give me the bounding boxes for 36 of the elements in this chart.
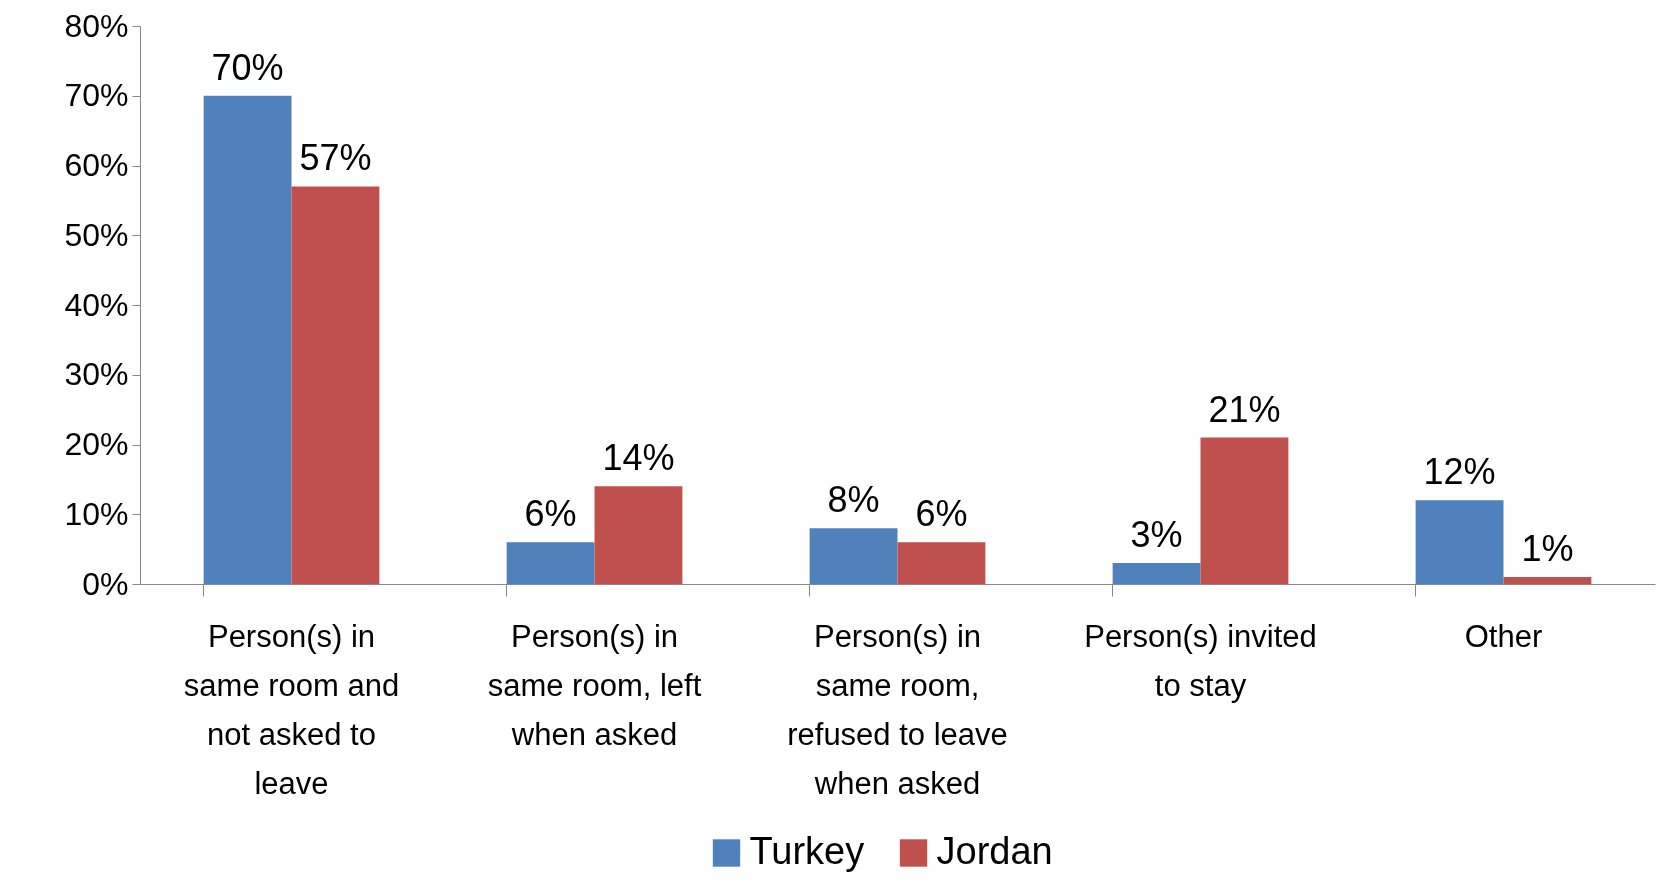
data-label: 12% <box>1423 451 1496 493</box>
bar <box>809 528 898 584</box>
bar <box>1415 500 1504 584</box>
legend-label: Jordan <box>936 830 1053 872</box>
data-label: 1% <box>1521 528 1574 570</box>
x-tick-label: Person(s) in same room, refused to leave when asked <box>787 618 1008 801</box>
y-tick-label: 70% <box>64 77 129 114</box>
data-label: 21% <box>1208 388 1281 430</box>
y-tick-label: 0% <box>82 565 129 602</box>
bar <box>1200 437 1289 584</box>
y-tick-label: 60% <box>64 147 129 183</box>
x-tick-label: Person(s) in same room and not asked to leave <box>183 618 400 801</box>
bar <box>594 486 683 584</box>
x-tick-label: Person(s) invited to stay <box>1084 618 1317 703</box>
data-label: 8% <box>827 479 880 521</box>
y-tick-label: 40% <box>64 286 129 323</box>
bar <box>897 542 986 584</box>
bar <box>291 186 380 584</box>
data-label: 6% <box>524 493 577 535</box>
data-label: 6% <box>915 493 968 535</box>
x-tick-label: Other <box>1464 618 1543 654</box>
bar <box>203 95 292 584</box>
y-tick-label: 80% <box>64 7 129 44</box>
y-tick-label: 20% <box>64 426 129 462</box>
bar <box>506 542 595 584</box>
y-tick-label: 10% <box>64 495 129 532</box>
y-tick-label: 30% <box>64 356 129 393</box>
x-tick-label: Person(s) in same room, left when asked <box>487 618 702 752</box>
legend-label: Turkey <box>749 830 865 872</box>
bar <box>1503 577 1592 584</box>
data-label: 3% <box>1130 514 1183 556</box>
y-tick-label: 50% <box>64 216 129 253</box>
bar <box>1112 563 1201 584</box>
data-label: 70% <box>211 46 284 88</box>
data-label: 57% <box>299 137 372 179</box>
data-label: 14% <box>602 437 675 479</box>
